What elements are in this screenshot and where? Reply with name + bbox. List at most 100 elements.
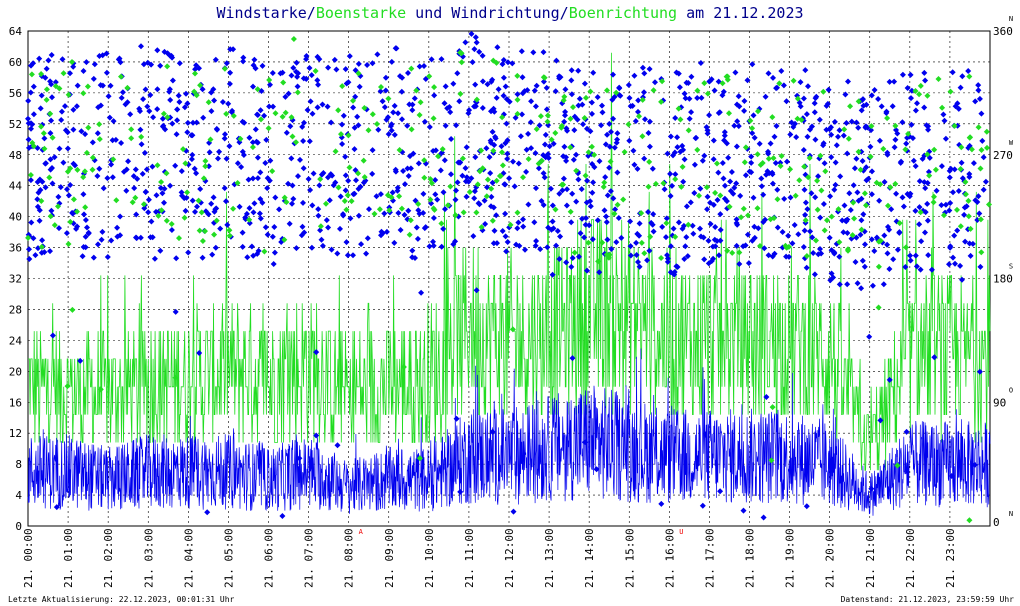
wind-direction-point — [246, 134, 253, 141]
wind-direction-point — [980, 186, 987, 193]
wind-direction-point — [912, 207, 919, 214]
wind-direction-point — [432, 177, 439, 183]
wind-direction-point — [223, 198, 229, 205]
wind-direction-point — [70, 63, 77, 70]
wind-direction-point — [691, 190, 698, 196]
gust-direction-point — [601, 179, 608, 186]
gust-direction-point — [645, 183, 652, 190]
wind-direction-point — [720, 88, 727, 95]
wind-direction-point — [734, 221, 741, 228]
wind-direction-point — [63, 230, 70, 237]
wind-direction-point — [49, 332, 56, 339]
gust-direction-point — [158, 179, 165, 185]
wind-direction-point — [138, 43, 144, 50]
wind-direction-point — [745, 260, 752, 267]
gust-direction-point — [613, 89, 620, 96]
gust-direction-point — [912, 88, 919, 94]
wind-direction-point — [405, 173, 412, 179]
wind-direction-point — [771, 133, 778, 140]
wind-direction-point — [285, 180, 292, 187]
gust-direction-point — [249, 144, 256, 151]
wind-direction-point — [118, 94, 125, 101]
wind-direction-point — [353, 177, 359, 184]
wind-direction-point — [379, 98, 386, 105]
x-tick-label: 21. 21:00 — [864, 528, 877, 588]
wind-direction-point — [843, 218, 850, 225]
wind-direction-point — [146, 108, 153, 115]
gust-direction-point — [759, 160, 766, 166]
gust-direction-point — [341, 198, 348, 204]
gust-direction-point — [172, 374, 179, 381]
wind-direction-point — [664, 258, 671, 265]
wind-direction-point — [818, 250, 825, 257]
x-tick-label: 21. 01:00 — [62, 528, 75, 588]
gust-direction-point — [163, 170, 170, 177]
wind-direction-point — [868, 191, 875, 198]
wind-direction-point — [173, 131, 180, 138]
gust-direction-point — [672, 176, 679, 183]
wind-direction-point — [884, 151, 891, 158]
wind-direction-point — [509, 60, 516, 67]
wind-direction-point — [514, 225, 521, 232]
gust-direction-point — [850, 199, 857, 206]
wind-direction-point — [182, 207, 189, 214]
wind-direction-point — [914, 100, 920, 107]
wind-direction-point — [546, 143, 553, 150]
gust-direction-point — [160, 110, 167, 117]
wind-direction-point — [758, 175, 765, 182]
wind-direction-point — [221, 185, 228, 192]
wind-direction-point — [522, 246, 528, 253]
wind-direction-point — [190, 119, 196, 126]
gust-direction-point — [520, 174, 526, 181]
wind-direction-point — [240, 58, 247, 65]
wind-direction-point — [616, 85, 623, 92]
wind-direction-point — [440, 189, 447, 196]
wind-direction-point — [159, 190, 166, 197]
gust-direction-point — [69, 306, 76, 313]
wind-direction-point — [214, 126, 221, 133]
wind-direction-point — [416, 63, 423, 70]
wind-direction-point — [705, 237, 712, 244]
gust-direction-point — [355, 170, 362, 177]
wind-direction-point — [560, 175, 567, 182]
wind-direction-point — [733, 216, 740, 223]
wind-direction-point — [552, 88, 559, 95]
gust-direction-point — [294, 89, 301, 96]
gust-direction-point — [193, 92, 200, 99]
gust-direction-point — [607, 158, 614, 165]
wind-direction-point — [491, 227, 498, 234]
wind-direction-point — [731, 122, 738, 129]
wind-direction-point — [575, 102, 582, 109]
wind-direction-point — [48, 207, 55, 214]
wind-direction-point — [912, 163, 919, 170]
wind-direction-point — [876, 137, 883, 144]
gust-direction-point — [821, 227, 828, 234]
wind-direction-point — [28, 120, 34, 127]
gust-direction-point — [65, 241, 72, 247]
wind-series — [27, 348, 991, 516]
wind-direction-point — [350, 252, 356, 259]
wind-direction-point — [262, 224, 269, 231]
wind-direction-point — [441, 157, 448, 164]
wind-direction-point — [438, 243, 445, 250]
wind-direction-point — [611, 144, 618, 151]
wind-direction-point — [515, 160, 522, 167]
wind-direction-point — [707, 221, 714, 227]
gust-direction-point — [493, 59, 500, 66]
gust-direction-point — [967, 225, 974, 232]
gust-direction-point — [355, 70, 362, 77]
gust-direction-point — [754, 151, 761, 158]
wind-direction-point — [899, 194, 906, 201]
wind-direction-point — [951, 232, 958, 239]
wind-direction-point — [704, 130, 711, 137]
wind-direction-point — [786, 253, 792, 260]
wind-direction-point — [893, 190, 900, 197]
title-windstarke: Windstarke/ — [216, 4, 315, 22]
wind-direction-point — [491, 142, 498, 148]
wind-direction-point — [319, 101, 326, 108]
wind-direction-point — [689, 222, 696, 229]
wind-direction-point — [254, 139, 261, 146]
wind-direction-point — [941, 117, 948, 124]
wind-direction-point — [701, 152, 708, 159]
wind-direction-point — [114, 224, 121, 231]
